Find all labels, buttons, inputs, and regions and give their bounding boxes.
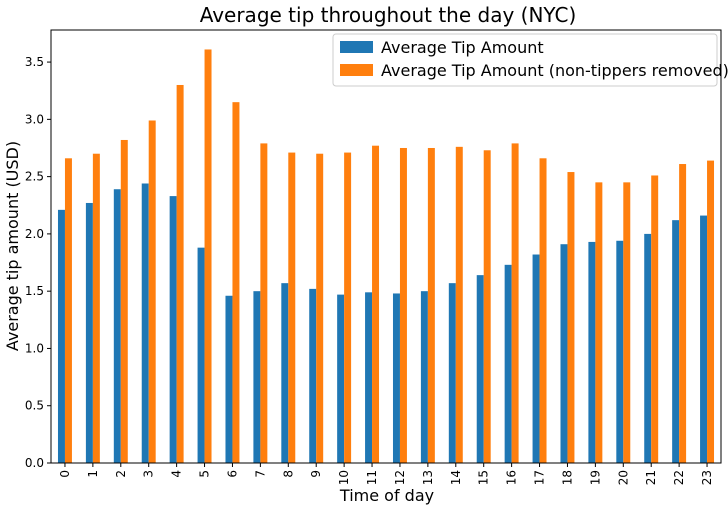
plot-frame [50,29,722,464]
y-axis: 0.0 0.5 1.0 1.5 2.0 2.5 3.0 3.5 [25,55,51,470]
legend-label-avg-tip: Average Tip Amount [381,38,544,57]
bar-avg-tip-10 [337,294,345,463]
bar-non-tippers-removed-20 [623,182,631,463]
bar-avg-tip-3 [141,183,149,463]
y-tick-label: 3.0 [25,112,44,126]
bar-non-tippers-removed-22 [679,164,687,463]
x-tick-label: 0 [58,470,72,478]
bar-avg-tip-17 [532,254,540,463]
x-tick-label: 4 [170,470,184,478]
y-tick-label: 2.5 [25,170,44,184]
x-tick-label: 20 [616,470,630,485]
x-tick-label: 3 [142,470,156,478]
legend-swatch-avg-tip [340,41,373,53]
bar-avg-tip-2 [113,189,121,464]
x-tick-label: 18 [560,470,574,485]
bar-avg-tip-13 [420,291,428,463]
bar-avg-tip-11 [365,292,373,463]
x-tick-label: 23 [700,470,714,485]
x-tick-label: 7 [253,470,267,478]
bar-non-tippers-removed-1 [92,153,100,463]
x-axis: 0 1 2 3 4 5 6 7 8 9 10 11 12 13 14 15 16 17 18 19 20 21 22 23 [58,463,714,485]
bar-avg-tip-6 [225,295,233,463]
bar-non-tippers-removed-13 [427,147,435,464]
y-tick-label: 1.0 [25,341,44,355]
y-tick-label: 2.0 [25,227,44,241]
x-tick-label: 2 [114,470,128,478]
x-tick-label: 1 [86,470,100,478]
bar-avg-tip-9 [309,288,317,463]
x-tick-label: 12 [393,470,407,485]
y-tick-label: 0.0 [25,456,44,470]
bar-avg-tip-4 [169,196,177,463]
x-tick-label: 10 [337,470,351,485]
bar-avg-tip-15 [476,275,484,463]
bar-non-tippers-removed-18 [567,172,575,463]
bars [57,49,715,464]
x-tick-label: 16 [505,470,519,485]
bar-non-tippers-removed-16 [511,143,519,463]
bar-avg-tip-14 [448,283,456,463]
chart-title: Average tip throughout the day (NYC) [200,3,577,27]
bar-non-tippers-removed-17 [539,158,547,463]
bar-avg-tip-22 [672,220,680,463]
bar-non-tippers-removed-15 [483,150,491,463]
x-tick-label: 15 [477,470,491,485]
x-tick-label: 5 [198,470,212,478]
bar-avg-tip-19 [588,241,596,463]
bar-avg-tip-5 [197,247,205,463]
bar-avg-tip-16 [504,264,512,463]
bar-non-tippers-removed-3 [148,120,156,464]
x-tick-label: 22 [672,470,686,485]
bar-non-tippers-removed-21 [651,175,659,464]
bar-non-tippers-removed-8 [288,152,296,463]
bar-non-tippers-removed-9 [316,153,324,463]
bar-non-tippers-removed-0 [64,158,72,463]
y-axis-title: Average tip amount (USD) [3,141,22,351]
bar-avg-tip-7 [253,291,261,463]
legend: Average Tip Amount Average Tip Amount (n… [332,33,728,87]
bar-non-tippers-removed-10 [344,152,352,463]
legend-label-non-tippers-removed: Average Tip Amount (non-tippers removed) [381,61,728,80]
x-tick-label: 6 [225,470,239,478]
bar-avg-tip-8 [281,283,289,463]
bar-avg-tip-1 [85,202,93,464]
bar-non-tippers-removed-7 [260,143,268,463]
bar-non-tippers-removed-2 [120,139,128,463]
bar-avg-tip-20 [616,240,624,463]
bar-avg-tip-21 [644,233,652,463]
y-tick-label: 0.5 [25,399,44,413]
x-tick-label: 17 [533,470,547,485]
y-tick-label: 1.5 [25,284,44,298]
x-tick-label: 11 [365,470,379,485]
x-tick-label: 8 [281,470,295,478]
bar-non-tippers-removed-6 [232,102,240,464]
x-tick-label: 14 [449,470,463,485]
bar-avg-tip-12 [392,293,400,463]
bar-non-tippers-removed-5 [204,49,212,464]
bar-non-tippers-removed-19 [595,182,603,463]
bar-avg-tip-23 [700,215,708,463]
x-tick-label: 13 [421,470,435,485]
y-tick-label: 3.5 [25,55,44,69]
x-tick-label: 9 [309,470,323,478]
legend-swatch-non-tippers-removed [340,64,373,76]
bar-avg-tip-0 [57,209,65,463]
bar-non-tippers-removed-14 [455,146,463,464]
legend-frame [332,33,718,87]
bar-non-tippers-removed-11 [372,145,380,463]
x-tick-label: 19 [588,470,602,485]
bar-non-tippers-removed-12 [399,147,407,464]
bar-non-tippers-removed-23 [707,160,715,464]
x-axis-title: Time of day [339,486,434,505]
bar-avg-tip-18 [560,244,568,463]
x-tick-label: 21 [644,470,658,485]
bar-non-tippers-removed-4 [176,84,184,463]
